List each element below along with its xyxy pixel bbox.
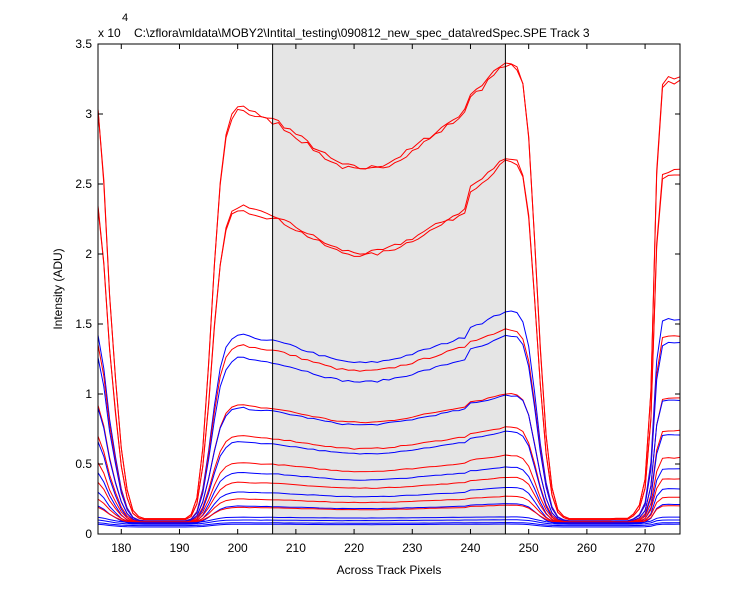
y-axis-ticks: 0 0.5 1 1.5 2 2.5 3 3.5: [75, 37, 680, 541]
series-line-2: [97, 63, 681, 520]
x-axis-ticks: 180 190 200 210 220 230 240 250 260 270: [111, 44, 655, 555]
shaded-region: [272, 44, 506, 534]
x-tick-label: 230: [402, 541, 422, 555]
y-tick-label: 1: [85, 387, 92, 401]
y-tick-label: 2.5: [75, 177, 92, 191]
x-axis-label: Across Track Pixels: [337, 563, 442, 577]
y-exponent-power: 4: [122, 12, 128, 24]
y-tick-label: 3.5: [75, 37, 92, 51]
series-line-21: [97, 522, 680, 527]
series-line-4: [97, 159, 680, 521]
x-tick-label: 190: [169, 541, 189, 555]
series-line-20: [97, 519, 680, 525]
series-line-22: [97, 523, 681, 528]
x-tick-label: 200: [228, 541, 248, 555]
x-tick-label: 240: [460, 541, 480, 555]
x-tick-label: 180: [111, 541, 131, 555]
y-tick-label: 2: [85, 247, 92, 261]
y-tick-label: 1.5: [75, 317, 92, 331]
y-tick-label: 0.5: [75, 457, 92, 471]
series-line-19: [97, 516, 680, 524]
x-tick-label: 210: [286, 541, 306, 555]
x-tick-label: 250: [519, 541, 539, 555]
y-tick-label: 3: [85, 107, 92, 121]
x-tick-label: 260: [577, 541, 597, 555]
series-layer: [97, 62, 681, 528]
y-tick-label: 0: [85, 527, 92, 541]
y-exponent-base: x 10: [98, 26, 121, 40]
x-tick-label: 220: [344, 541, 364, 555]
x-tick-label: 270: [635, 541, 655, 555]
y-axis-label: Intensity (ADU): [51, 248, 65, 329]
plot-frame: [97, 43, 681, 535]
chart-title: C:\zflora\mldata\MOBY2\Intital_testing\0…: [134, 26, 590, 40]
